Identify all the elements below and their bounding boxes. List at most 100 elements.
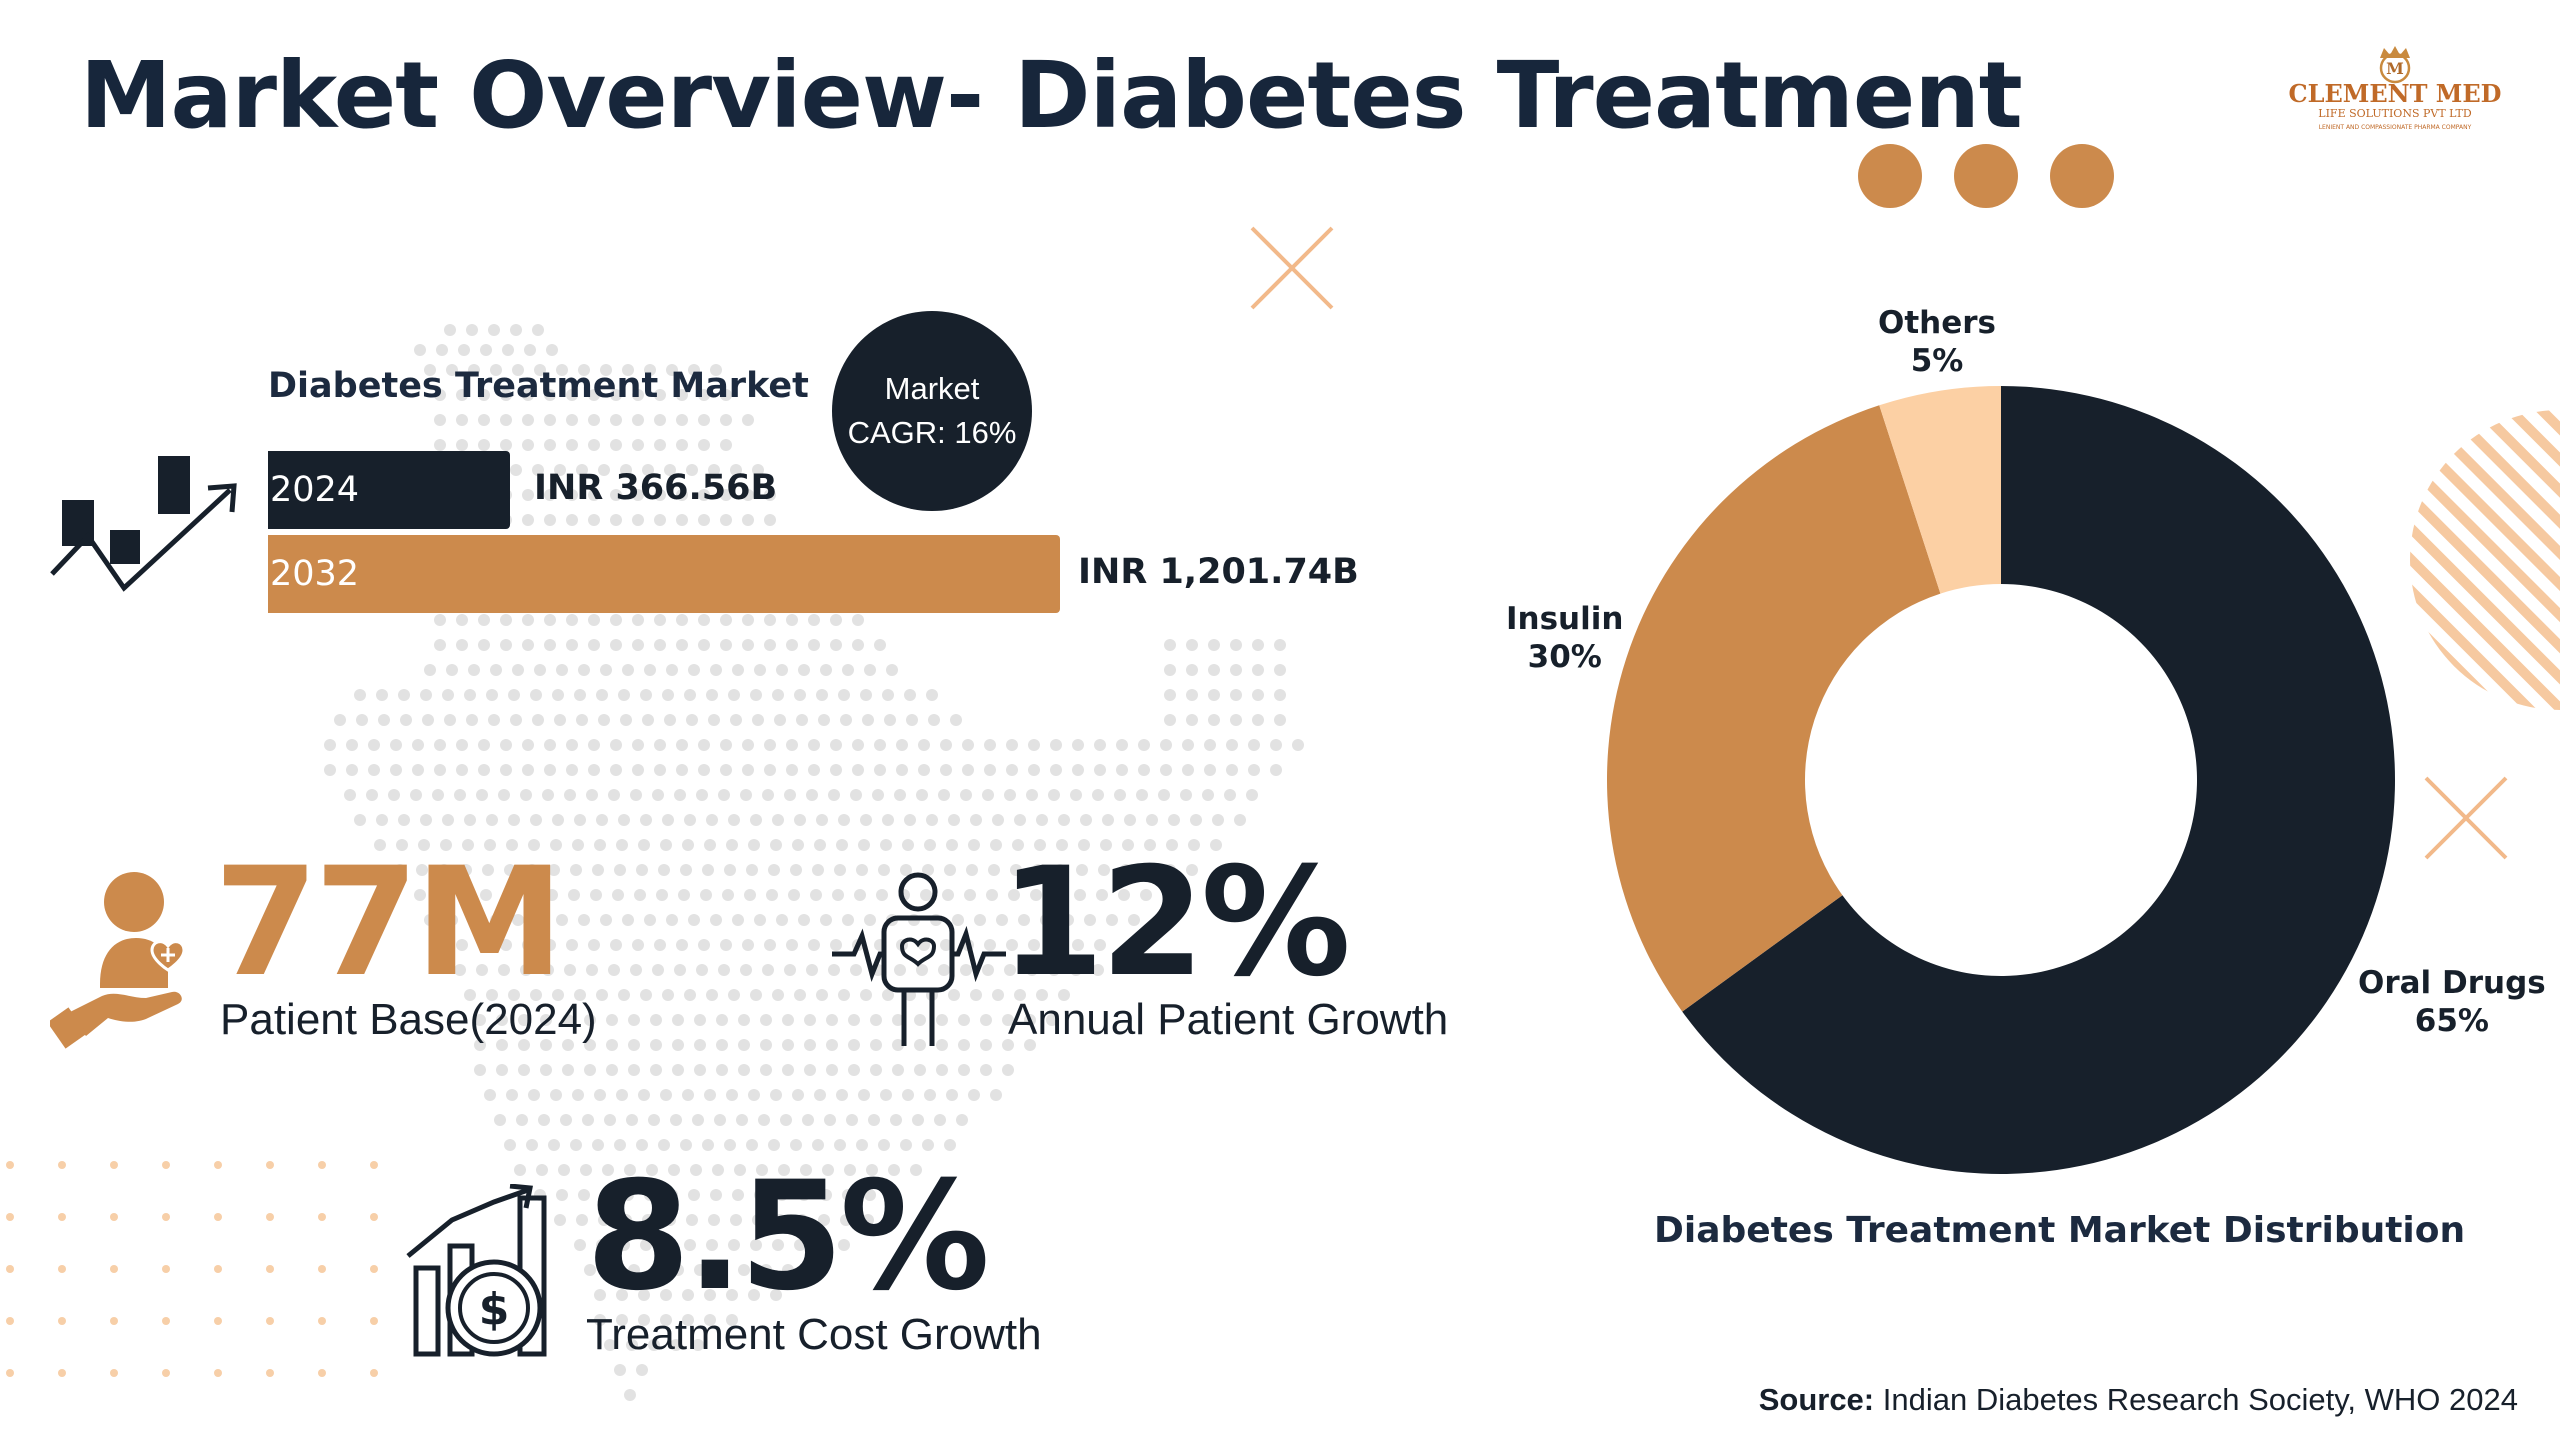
map-dot [576, 1214, 588, 1226]
map-dot [1080, 814, 1092, 826]
map-dot [488, 324, 500, 336]
map-dot [860, 689, 872, 701]
map-dot [752, 714, 764, 726]
map-dot [636, 864, 648, 876]
map-dot [1054, 864, 1066, 876]
map-dot [734, 1164, 746, 1176]
map-dot [566, 389, 578, 401]
map-dot [370, 1161, 378, 1169]
map-dot [828, 964, 840, 976]
map-dot [736, 1114, 748, 1126]
map-dot [546, 889, 558, 901]
map-dot [836, 1089, 848, 1101]
map-dot [522, 389, 534, 401]
map-dot [266, 1213, 274, 1221]
map-dot [478, 939, 490, 951]
map-dot [442, 814, 454, 826]
map-dot [858, 1089, 870, 1101]
map-dot [522, 939, 534, 951]
map-dot [1114, 789, 1126, 801]
slice-label-insulin: Insulin 30% [1506, 600, 1623, 676]
map-dot [718, 964, 730, 976]
map-dot [814, 839, 826, 851]
page-title: Market Overview- Diabetes Treatment [80, 42, 2023, 149]
map-dot [704, 1314, 716, 1326]
map-dot [370, 1369, 378, 1377]
map-dot [434, 414, 446, 426]
map-dot [534, 664, 546, 676]
map-dot [620, 1214, 632, 1226]
bar-year-label: 2032 [270, 554, 360, 594]
map-dot [676, 414, 688, 426]
map-dot [266, 1317, 274, 1325]
map-dot [496, 1064, 508, 1076]
map-dot [674, 964, 686, 976]
map-dot [752, 1214, 764, 1226]
decor-cross [2424, 776, 2508, 860]
map-dot [610, 939, 622, 951]
map-dot [900, 1139, 912, 1151]
map-dot [860, 814, 872, 826]
map-dot [1026, 964, 1038, 976]
map-dot [818, 1214, 830, 1226]
map-dot [1004, 789, 1016, 801]
map-dot [594, 1314, 606, 1326]
map-dot [544, 614, 556, 626]
map-dot [604, 1339, 616, 1351]
map-dot [434, 764, 446, 776]
map-dot [648, 1339, 660, 1351]
map-dot [378, 714, 390, 726]
map-dot [640, 814, 652, 826]
map-dot [390, 764, 402, 776]
map-dot [530, 689, 542, 701]
decor-striped-circle [2410, 410, 2560, 710]
map-dot [464, 989, 476, 1001]
decor-dot [1858, 144, 1922, 208]
map-dot [1158, 789, 1170, 801]
map-dot [588, 489, 600, 501]
map-dot [654, 439, 666, 451]
map-dot [804, 1039, 816, 1051]
map-dot [550, 1089, 562, 1101]
map-dot [710, 364, 722, 376]
map-dot [642, 714, 654, 726]
map-dot [58, 1265, 66, 1273]
map-dot [774, 1214, 786, 1226]
map-dot [938, 789, 950, 801]
map-dot [440, 839, 452, 851]
map-dot [772, 989, 784, 1001]
map-dot [570, 864, 582, 876]
map-dot [566, 514, 578, 526]
map-dot [1120, 864, 1132, 876]
map-dot [982, 964, 994, 976]
annual-growth-label: Annual Patient Growth [1008, 995, 1449, 1044]
map-dot [458, 344, 470, 356]
map-dot [436, 344, 448, 356]
map-dot [544, 939, 556, 951]
map-dot [784, 964, 796, 976]
map-dot [698, 489, 710, 501]
map-dot [606, 1039, 618, 1051]
map-dot [766, 889, 778, 901]
map-dot [1010, 864, 1022, 876]
map-dot [456, 764, 468, 776]
map-dot [1208, 714, 1220, 726]
map-dot [728, 814, 740, 826]
map-dot [1070, 964, 1082, 976]
map-dot [688, 364, 700, 376]
bar-year-label: 2024 [270, 470, 360, 510]
map-dot [606, 1014, 618, 1026]
company-logo: M CLEMENT MED LIFE SOLUTIONS PVT LTD LEN… [2280, 22, 2510, 142]
map-dot [762, 789, 774, 801]
map-dot [874, 739, 886, 751]
slice-value: 65% [2414, 1003, 2489, 1039]
map-dot [850, 964, 862, 976]
map-dot [544, 764, 556, 776]
map-dot [914, 1064, 926, 1076]
map-dot [720, 514, 732, 526]
map-dot [522, 414, 534, 426]
map-dot [638, 1089, 650, 1101]
map-dot [412, 739, 424, 751]
map-dot [524, 344, 536, 356]
map-dot [660, 1314, 672, 1326]
